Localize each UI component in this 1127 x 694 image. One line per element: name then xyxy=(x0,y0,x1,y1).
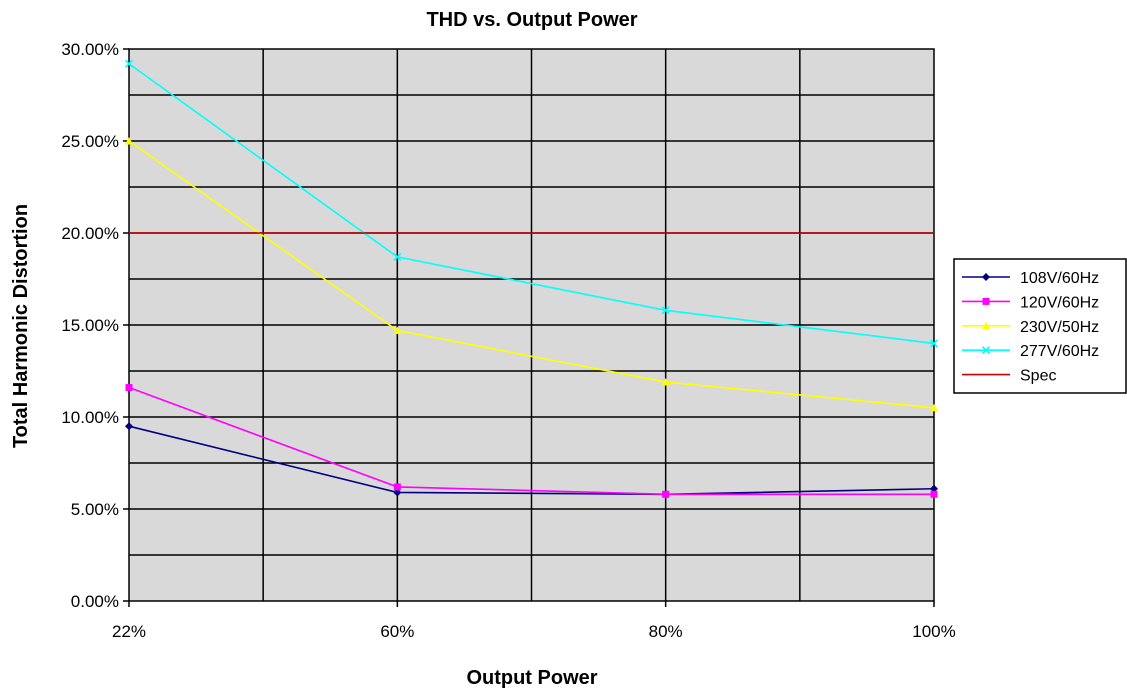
x-tick-label: 22% xyxy=(112,622,146,641)
x-tick-label: 60% xyxy=(380,622,414,641)
triangle-marker xyxy=(125,137,133,145)
x-marker xyxy=(661,306,670,315)
x-axis-title: Output Power xyxy=(466,667,597,689)
legend-label: 277V/60Hz xyxy=(1020,343,1099,360)
series-277v-60hz xyxy=(124,59,939,348)
y-tick-label: 10.00% xyxy=(61,408,119,427)
y-axis-title: Total Harmonic Distortion xyxy=(10,204,32,448)
legend-label: 230V/50Hz xyxy=(1020,319,1099,336)
series-line xyxy=(128,63,935,345)
legend-item: 277V/60Hz xyxy=(962,343,1099,360)
square-marker xyxy=(393,483,401,491)
triangle-marker xyxy=(930,403,938,412)
diamond-marker xyxy=(393,488,402,497)
diamond-marker xyxy=(125,422,133,431)
y-tick-label: 30.00% xyxy=(61,40,119,59)
legend-label: 120V/60Hz xyxy=(1020,294,1099,311)
series-230v-50hz xyxy=(125,137,938,412)
y-tick-label: 5.00% xyxy=(71,500,119,519)
series-line xyxy=(128,386,934,496)
x-tick-label: 80% xyxy=(649,622,683,641)
legend: 108V/60Hz 120V/60Hz 230V/50Hz 277V/60Hz Spec xyxy=(953,258,1127,394)
y-tick-label: 0.00% xyxy=(71,592,119,611)
legend-item: 108V/60Hz xyxy=(962,270,1099,287)
chart-title: THD vs. Output Power xyxy=(426,9,637,31)
legend-label: Spec xyxy=(1020,368,1056,385)
x-tick-label: 100% xyxy=(912,622,955,641)
square-marker xyxy=(125,384,133,392)
diamond-marker xyxy=(930,484,938,493)
triangle-marker xyxy=(661,378,670,386)
series-120v-60hz xyxy=(125,384,938,498)
diamond-marker xyxy=(982,273,990,281)
y-tick-label: 25.00% xyxy=(61,132,119,151)
y-tick-label: 20.00% xyxy=(61,224,119,243)
square-marker xyxy=(930,490,938,498)
triangle-marker xyxy=(982,321,990,330)
x-marker xyxy=(929,339,939,348)
legend-item: 230V/50Hz xyxy=(962,319,1099,336)
legend-label: 108V/60Hz xyxy=(1020,270,1099,287)
legend-item: 120V/60Hz xyxy=(962,294,1099,311)
x-marker xyxy=(393,252,402,261)
square-marker xyxy=(982,297,990,305)
series-line xyxy=(128,425,935,496)
plot-area: 0.00% 5.00% 10.00% 15.00% 20.00% 25.00% 30.00%… xyxy=(61,40,955,641)
square-marker xyxy=(662,490,670,498)
y-tick-label: 15.00% xyxy=(61,316,119,335)
x-marker xyxy=(124,59,134,68)
triangle-marker xyxy=(393,326,402,335)
x-marker xyxy=(981,346,991,355)
series-line xyxy=(128,140,935,409)
legend-item: Spec xyxy=(962,368,1056,385)
